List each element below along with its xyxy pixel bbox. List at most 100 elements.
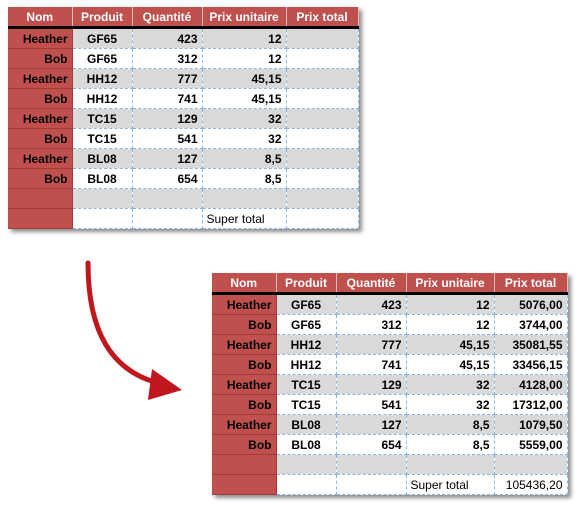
- cell-nom[interactable]: Heather: [212, 374, 277, 395]
- cell-nom[interactable]: [212, 454, 277, 475]
- cell-quantite[interactable]: 423: [336, 293, 407, 315]
- header-produit[interactable]: Produit: [276, 273, 337, 295]
- cell-empty[interactable]: [202, 188, 287, 209]
- cell-empty[interactable]: [132, 188, 203, 209]
- cell-empty[interactable]: [406, 454, 495, 475]
- cell-prix-total[interactable]: 5559,00: [494, 434, 568, 455]
- cell-prix-total[interactable]: [286, 88, 359, 109]
- cell-quantite[interactable]: 129: [132, 108, 203, 129]
- cell-empty[interactable]: [336, 474, 407, 495]
- header-prix-total[interactable]: Prix total: [286, 7, 359, 29]
- cell-nom[interactable]: Bob: [8, 88, 73, 109]
- cell-prix-unitaire[interactable]: 12: [202, 48, 287, 69]
- header-prix-unitaire[interactable]: Prix unitaire: [202, 7, 287, 29]
- cell-prix-total[interactable]: [286, 168, 359, 189]
- cell-produit[interactable]: BL08: [72, 148, 133, 169]
- cell-nom[interactable]: [212, 474, 277, 495]
- cell-quantite[interactable]: 741: [132, 88, 203, 109]
- cell-prix-unitaire[interactable]: 12: [406, 293, 495, 315]
- cell-produit[interactable]: GF65: [72, 27, 133, 49]
- cell-prix-unitaire[interactable]: 12: [202, 27, 287, 49]
- cell-empty[interactable]: [132, 208, 203, 229]
- header-prix-unitaire[interactable]: Prix unitaire: [406, 273, 495, 295]
- cell-quantite[interactable]: 312: [132, 48, 203, 69]
- cell-produit[interactable]: TC15: [276, 374, 337, 395]
- cell-produit[interactable]: HH12: [276, 334, 337, 355]
- cell-prix-unitaire[interactable]: 32: [202, 108, 287, 129]
- super-total-value[interactable]: [286, 208, 359, 229]
- super-total-value[interactable]: 105436,20: [494, 474, 568, 495]
- cell-prix-unitaire[interactable]: 8,5: [202, 168, 287, 189]
- cell-produit[interactable]: HH12: [72, 68, 133, 89]
- cell-nom[interactable]: Heather: [8, 148, 73, 169]
- cell-nom[interactable]: Heather: [8, 108, 73, 129]
- cell-prix-total[interactable]: [286, 108, 359, 129]
- cell-prix-unitaire[interactable]: 32: [406, 394, 495, 415]
- cell-nom[interactable]: Bob: [212, 394, 277, 415]
- header-produit[interactable]: Produit: [72, 7, 133, 29]
- cell-prix-total[interactable]: 33456,15: [494, 354, 568, 375]
- cell-quantite[interactable]: 654: [336, 434, 407, 455]
- cell-nom[interactable]: Bob: [212, 434, 277, 455]
- cell-produit[interactable]: TC15: [276, 394, 337, 415]
- cell-empty[interactable]: [494, 454, 568, 475]
- super-total-label[interactable]: Super total: [406, 474, 495, 495]
- header-nom[interactable]: Nom: [212, 273, 277, 295]
- cell-prix-unitaire[interactable]: 8,5: [406, 434, 495, 455]
- cell-quantite[interactable]: 777: [336, 334, 407, 355]
- header-quantite[interactable]: Quantité: [336, 273, 407, 295]
- cell-prix-total[interactable]: 5076,00: [494, 293, 568, 315]
- cell-empty[interactable]: [72, 208, 133, 229]
- cell-nom[interactable]: Heather: [8, 68, 73, 89]
- cell-produit[interactable]: HH12: [276, 354, 337, 375]
- cell-produit[interactable]: GF65: [276, 293, 337, 315]
- cell-nom[interactable]: Bob: [8, 128, 73, 149]
- cell-produit[interactable]: BL08: [276, 434, 337, 455]
- cell-nom[interactable]: Heather: [212, 334, 277, 355]
- cell-empty[interactable]: [276, 474, 337, 495]
- cell-prix-total[interactable]: 1079,50: [494, 414, 568, 435]
- cell-prix-total[interactable]: [286, 148, 359, 169]
- cell-produit[interactable]: BL08: [276, 414, 337, 435]
- cell-quantite[interactable]: 777: [132, 68, 203, 89]
- cell-nom[interactable]: Bob: [8, 168, 73, 189]
- cell-quantite[interactable]: 541: [336, 394, 407, 415]
- cell-prix-total[interactable]: 17312,00: [494, 394, 568, 415]
- header-quantite[interactable]: Quantité: [132, 7, 203, 29]
- cell-prix-total[interactable]: [286, 27, 359, 49]
- cell-nom[interactable]: Bob: [8, 48, 73, 69]
- cell-quantite[interactable]: 741: [336, 354, 407, 375]
- cell-prix-total[interactable]: [286, 68, 359, 89]
- cell-nom[interactable]: [8, 208, 73, 229]
- cell-prix-total[interactable]: 4128,00: [494, 374, 568, 395]
- cell-nom[interactable]: Heather: [212, 414, 277, 435]
- cell-nom[interactable]: Bob: [212, 354, 277, 375]
- cell-produit[interactable]: TC15: [72, 108, 133, 129]
- cell-produit[interactable]: BL08: [72, 168, 133, 189]
- cell-quantite[interactable]: 541: [132, 128, 203, 149]
- cell-produit[interactable]: GF65: [276, 314, 337, 335]
- cell-prix-unitaire[interactable]: 8,5: [202, 148, 287, 169]
- cell-quantite[interactable]: 127: [336, 414, 407, 435]
- cell-prix-unitaire[interactable]: 45,15: [202, 88, 287, 109]
- cell-prix-total[interactable]: 35081,55: [494, 334, 568, 355]
- cell-produit[interactable]: HH12: [72, 88, 133, 109]
- cell-prix-unitaire[interactable]: 45,15: [406, 354, 495, 375]
- header-prix-total[interactable]: Prix total: [494, 273, 568, 295]
- cell-nom[interactable]: [8, 188, 73, 209]
- cell-quantite[interactable]: 127: [132, 148, 203, 169]
- cell-empty[interactable]: [72, 188, 133, 209]
- cell-prix-unitaire[interactable]: 45,15: [202, 68, 287, 89]
- cell-prix-unitaire[interactable]: 8,5: [406, 414, 495, 435]
- cell-quantite[interactable]: 129: [336, 374, 407, 395]
- cell-empty[interactable]: [336, 454, 407, 475]
- cell-quantite[interactable]: 654: [132, 168, 203, 189]
- cell-nom[interactable]: Heather: [212, 293, 277, 315]
- super-total-label[interactable]: Super total: [202, 208, 287, 229]
- cell-prix-total[interactable]: [286, 48, 359, 69]
- cell-quantite[interactable]: 423: [132, 27, 203, 49]
- cell-produit[interactable]: TC15: [72, 128, 133, 149]
- cell-prix-unitaire[interactable]: 32: [202, 128, 287, 149]
- cell-empty[interactable]: [286, 188, 359, 209]
- cell-empty[interactable]: [276, 454, 337, 475]
